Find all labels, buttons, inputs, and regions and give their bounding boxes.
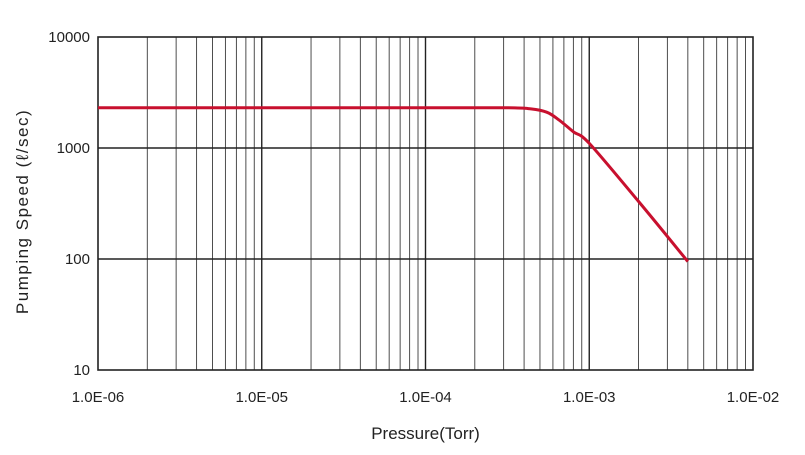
series-layer: [98, 106, 689, 263]
pumping-speed-line: [98, 106, 689, 263]
major-gridlines: [98, 37, 753, 370]
y-tick-label: 10: [73, 362, 90, 379]
y-axis-title: Pumping Speed (ℓ/sec): [13, 109, 32, 314]
x-axis-title: Pressure(Torr): [371, 424, 480, 443]
y-tick-label: 10000: [48, 29, 90, 46]
y-tick-label: 1000: [57, 140, 90, 157]
y-tick-label: 100: [65, 251, 90, 268]
x-tick-label: 1.0E-02: [727, 389, 780, 406]
plot-frame: [97, 36, 754, 371]
minor-gridlines: [146, 37, 746, 370]
x-tick-label: 1.0E-03: [563, 389, 616, 406]
y-tick-labels: 10 100 1000 10000: [48, 29, 90, 379]
x-tick-label: 1.0E-05: [235, 389, 288, 406]
x-tick-label: 1.0E-06: [72, 389, 125, 406]
x-tick-labels: 1.0E-06 1.0E-05 1.0E-04 1.0E-03 1.0E-02: [72, 389, 780, 406]
x-tick-label: 1.0E-04: [399, 389, 452, 406]
